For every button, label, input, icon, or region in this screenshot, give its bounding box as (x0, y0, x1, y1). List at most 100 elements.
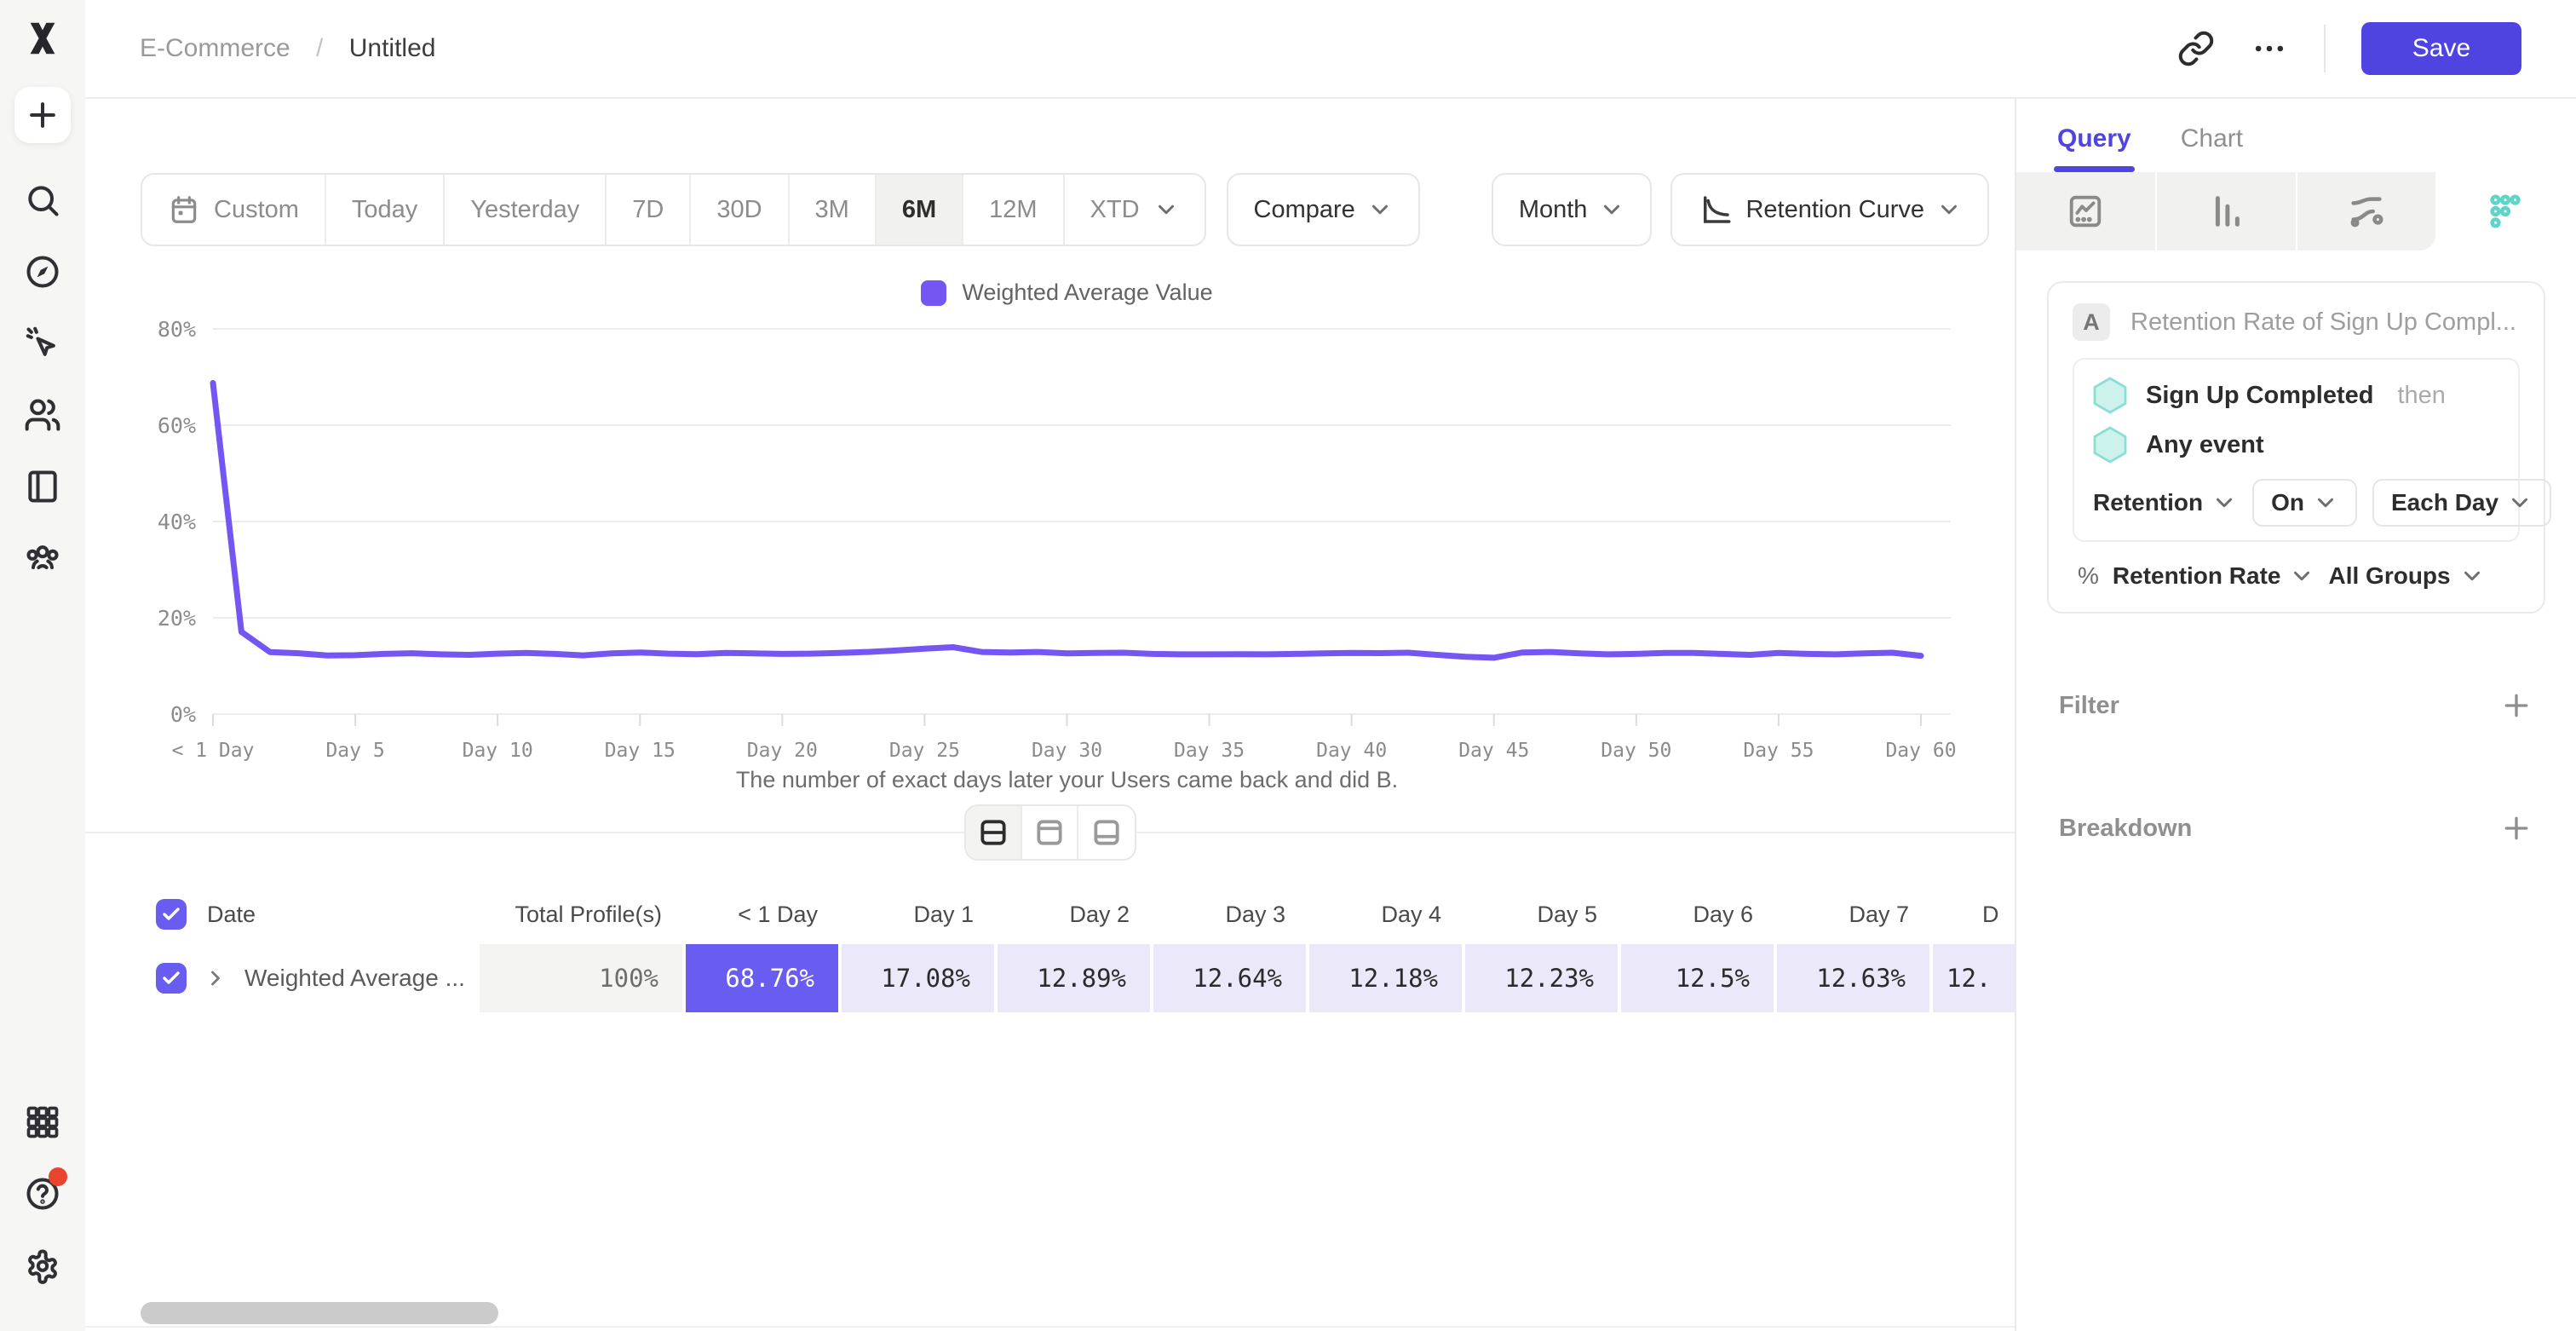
query-card: A Retention Rate of Sign Up Compl... Sig… (2047, 281, 2552, 614)
retention-icon[interactable] (2435, 172, 2576, 251)
date-range-today[interactable]: Today (325, 175, 446, 245)
chart-legend-item[interactable]: Weighted Average Value (141, 279, 1993, 306)
checkbox[interactable] (156, 899, 187, 930)
date-range-12m[interactable]: 12M (963, 175, 1065, 245)
date-range-yesterday[interactable]: Yesterday (445, 175, 607, 245)
table-header-cell: Day 5 (1537, 901, 1597, 927)
tab-query[interactable]: Query (2054, 124, 2135, 172)
query-title[interactable]: Retention Rate of Sign Up Compl... (2130, 308, 2516, 336)
report-toolbar: Custom Today Yesterday 7D 30D 3M 6M 12M XTD Comp… (141, 173, 1989, 246)
grid-apps-icon[interactable] (14, 1094, 71, 1150)
legend-label: Weighted Average Value (962, 279, 1213, 305)
table-cell[interactable]: 12.63% (1777, 944, 1933, 1012)
chevron-right-icon[interactable] (204, 966, 227, 990)
mixpanel-logo[interactable] (23, 19, 62, 58)
table-header-cell: D (1982, 901, 1999, 927)
help-icon[interactable] (14, 1166, 71, 1222)
svg-text:40%: 40% (158, 510, 196, 534)
panel-tabs: Query Chart (2016, 99, 2576, 172)
date-range-custom[interactable]: Custom (142, 175, 326, 245)
svg-text:Day 10: Day 10 (463, 740, 533, 762)
create-button[interactable] (14, 87, 71, 143)
table-only-view-icon[interactable] (1078, 806, 1135, 859)
granularity-dropdown[interactable]: Month (1491, 173, 1653, 246)
table-cell[interactable]: 12.64% (1153, 944, 1309, 1012)
retention-curve-icon (1704, 196, 1731, 223)
second-event-row[interactable]: Any event (2093, 424, 2499, 465)
row-label-cell[interactable]: Weighted Average ... (141, 944, 480, 1012)
more-options-icon[interactable] (2251, 30, 2288, 67)
svg-text:Day 55: Day 55 (1743, 740, 1814, 762)
split-view-icon[interactable] (965, 806, 1022, 859)
layout-toggle-group (963, 804, 1136, 861)
each-day-dropdown[interactable]: Each Day (2372, 479, 2552, 527)
svg-text:Day 50: Day 50 (1601, 740, 1671, 762)
table-cell[interactable]: 17.08% (842, 944, 998, 1012)
filter-section: Filter (2047, 689, 2545, 723)
chart-only-view-icon[interactable] (1021, 806, 1078, 859)
filter-label: Filter (2059, 691, 2119, 719)
save-button[interactable]: Save (2361, 22, 2521, 75)
breakdown-label: Breakdown (2059, 814, 2193, 842)
link-icon[interactable] (2177, 30, 2215, 67)
chevron-down-icon (1941, 205, 1957, 215)
on-dropdown[interactable]: On (2252, 479, 2357, 527)
svg-text:Day 5: Day 5 (325, 740, 384, 762)
cursor-click-icon[interactable] (14, 315, 71, 372)
table-header-cell: Total Profile(s) (515, 901, 662, 927)
first-event-row[interactable]: Sign Up Completed then (2093, 375, 2499, 416)
date-range-6m[interactable]: 6M (876, 175, 964, 245)
table-cell[interactable]: 12.23% (1465, 944, 1621, 1012)
chart-type-dropdown[interactable]: Retention Curve (1670, 173, 1989, 246)
chevron-down-icon (1158, 205, 1174, 215)
table-cell[interactable]: 12. (1933, 944, 2015, 1012)
date-range-xtd[interactable]: XTD (1064, 175, 1205, 245)
retention-line-chart[interactable]: 0% 20% 40% 60% 80% < 1 Day Day 5 Day 10 Day 15 Da… (141, 312, 1993, 763)
measure-dropdown[interactable]: Retention Rate (2113, 562, 2315, 590)
tab-chart[interactable]: Chart (2180, 124, 2244, 153)
series-badge: A (2073, 303, 2110, 341)
date-range-3m[interactable]: 3M (789, 175, 877, 245)
chevron-down-icon (2464, 571, 2480, 581)
table-header-row: Date Total Profile(s) < 1 Day Day 1 Day 2 Day… (141, 888, 2015, 941)
compare-button[interactable]: Compare (1226, 173, 1420, 246)
horizontal-scrollbar-thumb[interactable] (141, 1302, 498, 1324)
table-cell[interactable]: 12.5% (1621, 944, 1777, 1012)
groups-dropdown[interactable]: All Groups (2328, 562, 2484, 590)
chart-caption: The number of exact days later your User… (735, 767, 1399, 792)
group-icon[interactable] (14, 530, 71, 586)
svg-text:Day 20: Day 20 (747, 740, 818, 762)
table-cell[interactable]: 12.89% (998, 944, 1153, 1012)
svg-text:Day 15: Day 15 (605, 740, 676, 762)
retention-mode-dropdown[interactable]: Retention (2093, 489, 2237, 516)
insights-icon[interactable] (2016, 172, 2157, 251)
table-cell[interactable]: 100% (480, 944, 686, 1012)
chevron-down-icon (1604, 205, 1620, 215)
date-range-group: Custom Today Yesterday 7D 30D 3M 6M 12M XTD (141, 173, 1206, 246)
compass-icon[interactable] (14, 244, 71, 300)
search-icon[interactable] (14, 172, 71, 228)
add-breakdown-button[interactable] (2499, 811, 2533, 845)
date-range-7d[interactable]: 7D (607, 175, 692, 245)
breadcrumb-page-title[interactable]: Untitled (348, 34, 436, 62)
gear-icon[interactable] (14, 1237, 71, 1294)
event-config-card: Sign Up Completed then Any event Retenti… (2073, 358, 2552, 542)
svg-text:60%: 60% (158, 413, 196, 438)
svg-text:0%: 0% (170, 702, 196, 727)
table-cell[interactable]: 68.76% (686, 944, 842, 1012)
table-row: Weighted Average ... 100% 68.76% 17.08% 12.8… (141, 944, 2015, 1012)
add-filter-button[interactable] (2499, 689, 2533, 723)
notebook-icon[interactable] (14, 458, 71, 515)
table-header-cell: < 1 Day (738, 901, 818, 927)
table-cell[interactable]: 12.18% (1309, 944, 1465, 1012)
funnels-icon[interactable] (2156, 172, 2297, 251)
svg-text:Day 30: Day 30 (1032, 740, 1102, 762)
chevron-down-icon (2318, 498, 2333, 508)
breadcrumb-project[interactable]: E-Commerce (140, 34, 290, 62)
checkbox[interactable] (156, 963, 187, 994)
svg-text:20%: 20% (158, 606, 196, 631)
date-range-30d[interactable]: 30D (691, 175, 790, 245)
flows-icon[interactable] (2297, 172, 2436, 251)
users-icon[interactable] (14, 387, 71, 443)
calendar-icon (171, 196, 197, 223)
